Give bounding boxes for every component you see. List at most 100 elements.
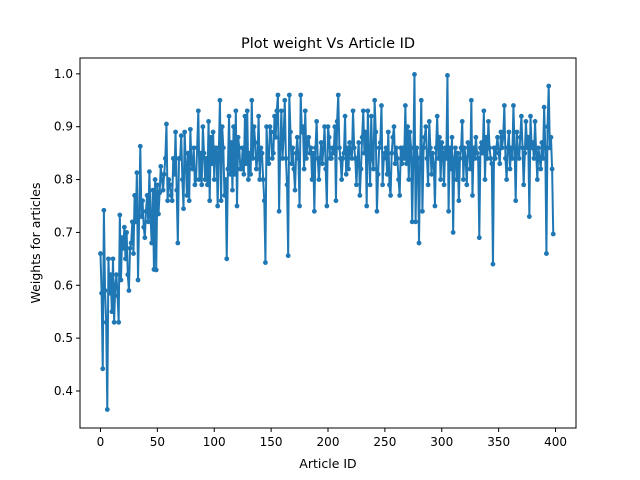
data-point bbox=[235, 134, 241, 140]
axes-frame bbox=[79, 57, 577, 429]
data-point bbox=[356, 140, 362, 145]
data-point bbox=[343, 171, 349, 177]
data-point bbox=[526, 214, 532, 219]
data-point bbox=[186, 198, 192, 204]
data-point bbox=[347, 140, 353, 145]
data-point bbox=[456, 198, 462, 204]
data-point bbox=[380, 182, 386, 188]
data-point bbox=[416, 240, 422, 246]
data-point bbox=[453, 145, 458, 151]
data-point bbox=[173, 129, 178, 135]
data-point bbox=[217, 97, 223, 103]
data-point bbox=[550, 231, 556, 237]
data-point bbox=[467, 166, 473, 172]
data-point bbox=[500, 134, 506, 140]
data-point bbox=[400, 145, 406, 151]
data-point bbox=[158, 163, 164, 169]
data-point bbox=[116, 319, 122, 325]
data-point bbox=[501, 103, 507, 108]
data-point bbox=[276, 208, 282, 214]
data-point bbox=[405, 124, 411, 130]
data-point bbox=[273, 134, 279, 140]
data-point bbox=[310, 150, 316, 156]
data-point bbox=[293, 150, 299, 156]
data-point bbox=[538, 166, 544, 172]
data-point bbox=[244, 108, 250, 114]
data-point bbox=[309, 177, 315, 182]
data-point bbox=[218, 198, 224, 204]
data-point bbox=[454, 177, 459, 182]
data-point bbox=[318, 140, 324, 145]
data-point bbox=[294, 134, 300, 140]
data-point bbox=[108, 272, 114, 278]
data-point bbox=[392, 161, 398, 167]
data-point bbox=[283, 156, 289, 161]
data-point bbox=[317, 156, 323, 161]
data-point bbox=[451, 156, 457, 161]
data-point bbox=[194, 145, 200, 151]
data-point bbox=[169, 198, 175, 204]
data-point bbox=[466, 145, 472, 151]
data-point bbox=[513, 198, 519, 204]
data-point bbox=[548, 134, 554, 140]
x-tick-label: 350 bbox=[487, 435, 510, 449]
data-point bbox=[537, 156, 542, 161]
data-point bbox=[260, 177, 266, 182]
data-point bbox=[100, 366, 106, 372]
data-point bbox=[114, 272, 119, 278]
data-point bbox=[288, 129, 293, 135]
data-point bbox=[197, 177, 202, 182]
data-point bbox=[525, 134, 531, 140]
data-point bbox=[281, 134, 287, 140]
data-point bbox=[303, 156, 309, 161]
data-point bbox=[404, 161, 409, 167]
data-point bbox=[459, 119, 465, 124]
data-point bbox=[523, 119, 529, 124]
data-point bbox=[482, 177, 488, 182]
data-point bbox=[311, 208, 317, 214]
data-point bbox=[174, 187, 180, 193]
data-point bbox=[157, 190, 163, 196]
data-point bbox=[306, 134, 312, 140]
data-point bbox=[112, 282, 118, 288]
data-point bbox=[208, 134, 214, 140]
data-point bbox=[103, 319, 109, 325]
data-point bbox=[462, 145, 467, 151]
data-point bbox=[357, 193, 363, 198]
data-point bbox=[443, 156, 449, 161]
data-point bbox=[296, 156, 301, 161]
data-point bbox=[290, 145, 296, 151]
data-point bbox=[148, 214, 153, 219]
data-point bbox=[121, 224, 127, 230]
data-point bbox=[362, 150, 367, 156]
data-point bbox=[413, 219, 418, 225]
data-point bbox=[202, 177, 208, 182]
data-point bbox=[498, 129, 504, 135]
data-point bbox=[99, 290, 105, 296]
data-point bbox=[190, 166, 196, 172]
data-point bbox=[258, 145, 264, 151]
data-point bbox=[426, 119, 432, 124]
data-point bbox=[421, 145, 426, 151]
data-point bbox=[365, 108, 371, 114]
data-point bbox=[195, 108, 201, 114]
data-point bbox=[397, 193, 403, 198]
data-point bbox=[183, 161, 189, 167]
data-point bbox=[433, 145, 439, 151]
series-layer bbox=[98, 71, 556, 412]
x-tick-label: 100 bbox=[203, 435, 226, 449]
data-point bbox=[460, 177, 466, 182]
data-point bbox=[102, 288, 108, 293]
data-point bbox=[512, 145, 517, 151]
data-point bbox=[401, 156, 407, 161]
data-point bbox=[224, 256, 230, 262]
data-point bbox=[302, 108, 308, 114]
data-point bbox=[232, 171, 238, 177]
data-point bbox=[342, 113, 348, 119]
data-point bbox=[205, 182, 210, 188]
data-point bbox=[350, 108, 356, 114]
data-point bbox=[120, 245, 126, 251]
x-tick-label: 250 bbox=[373, 435, 396, 449]
data-point bbox=[434, 113, 440, 119]
data-point bbox=[517, 134, 523, 140]
